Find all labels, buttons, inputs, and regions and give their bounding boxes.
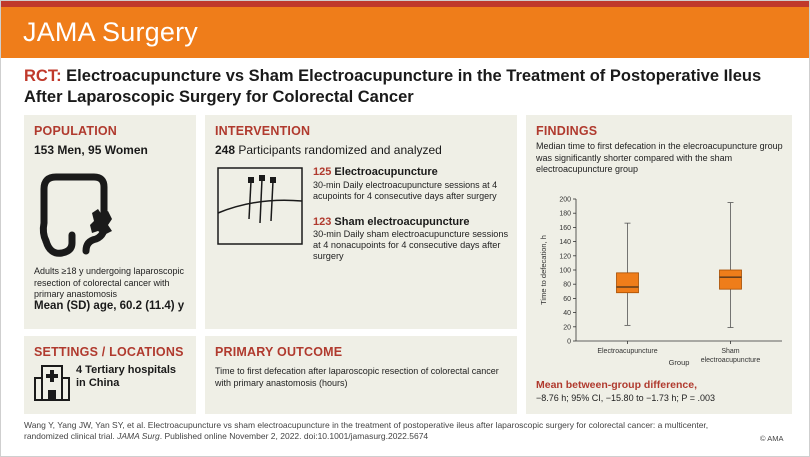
difference-title: Mean between-group difference, [536,379,698,391]
population-description: Adults ≥18 y undergoing laparoscopic res… [34,266,185,299]
colon-icon [39,173,112,257]
y-tick-label: 180 [559,211,571,218]
box-iqr [719,269,742,290]
participant-count: 248 [215,143,236,157]
citation-text: Wang Y, Yang JW, Yan SY, et al. Electroa… [24,420,709,441]
boxplot-chart: 0 20 40 60 80 100 120 140 160 180 200 Time to defec… [539,197,782,367]
arm-sham-count: 123 [313,216,332,228]
intervention-count: 248 Participants randomized and analyzed [215,143,442,157]
settings-text: 4 Tertiary hospitals in China [76,364,177,389]
intervention-panel: INTERVENTION 248 Participants randomized… [205,115,517,329]
box-iqr [616,272,639,294]
primary-outcome-heading: PRIMARY OUTCOME [215,345,343,359]
citation-journal: JAMA Surg [117,431,160,441]
x-tick-label: electroacupuncture [701,357,761,364]
findings-heading: FINDINGS [536,124,598,138]
y-tick-label: 0 [567,339,571,346]
page-title: RCT: Electroacupuncture vs Sham Electroa… [24,66,794,108]
primary-outcome-panel: PRIMARY OUTCOME Time to first defecation… [205,336,517,414]
y-tick-label: 140 [559,239,571,246]
arm-sham-label: Sham electroacupuncture [334,216,470,228]
findings-text: Median time to first defecation in the e… [536,141,783,174]
arm-electroacupuncture-label: Electroacupuncture [334,166,438,178]
y-tick-label: 20 [563,324,571,331]
copyright: © AMA [760,434,784,443]
arm-electroacupuncture-description: 30-min Daily electroacupuncture sessions… [313,180,498,201]
y-tick-label: 100 [559,268,571,275]
y-tick-label: 80 [563,282,571,289]
headline-prefix: RCT: [24,67,62,85]
population-panel: POPULATION 153 Men, 95 Women Adults ≥18 … [24,115,196,329]
arm-electroacupuncture-count: 125 [313,166,332,178]
citation: Wang Y, Yang JW, Yan SY, et al. Electroa… [24,420,724,442]
y-tick-label: 160 [559,225,571,232]
y-tick-label: 60 [563,296,571,303]
arm-electroacupuncture-title: 125 Electroacupuncture [313,166,438,178]
journal-title: JAMA Surgery [23,17,198,47]
participant-count-label: Participants randomized and analyzed [238,143,442,157]
hospital-icon [34,365,70,401]
primary-outcome-text: Time to first defecation after laparosco… [215,366,499,388]
arm-sham-description: 30-min Daily sham electroacupuncture ses… [313,229,509,261]
settings-heading: SETTINGS / LOCATIONS [34,345,184,359]
x-tick-label: Electroacupuncture [597,348,657,355]
top-accent-bar [1,1,809,7]
findings-panel: FINDINGS Median time to first defecation… [526,115,792,414]
acupuncture-needles-icon [217,167,303,245]
population-heading: POPULATION [34,124,118,138]
arm-sham-title: 123 Sham electroacupuncture [313,216,470,228]
headline-text: Electroacupuncture vs Sham Electroacupun… [24,67,762,106]
intervention-heading: INTERVENTION [215,124,311,138]
citation-details: . Published online November 2, 2022. doi… [159,431,429,441]
difference-value: −8.76 h; 95% CI, −15.80 to −1.73 h; P = … [536,393,715,403]
y-tick-label: 200 [559,197,571,204]
population-counts: 153 Men, 95 Women [34,143,148,157]
settings-panel: SETTINGS / LOCATIONS 4 Tertiary hospital… [24,336,196,414]
y-tick-label: 120 [559,253,571,260]
y-tick-label: 40 [563,310,571,317]
journal-banner: JAMA Surgery [1,7,809,58]
x-tick-label: Sham [721,348,739,355]
population-age: Mean (SD) age, 60.2 (11.4) y [34,300,185,312]
y-axis-label: Time to defecation, h [539,235,548,305]
x-axis-label: Group [669,358,690,367]
